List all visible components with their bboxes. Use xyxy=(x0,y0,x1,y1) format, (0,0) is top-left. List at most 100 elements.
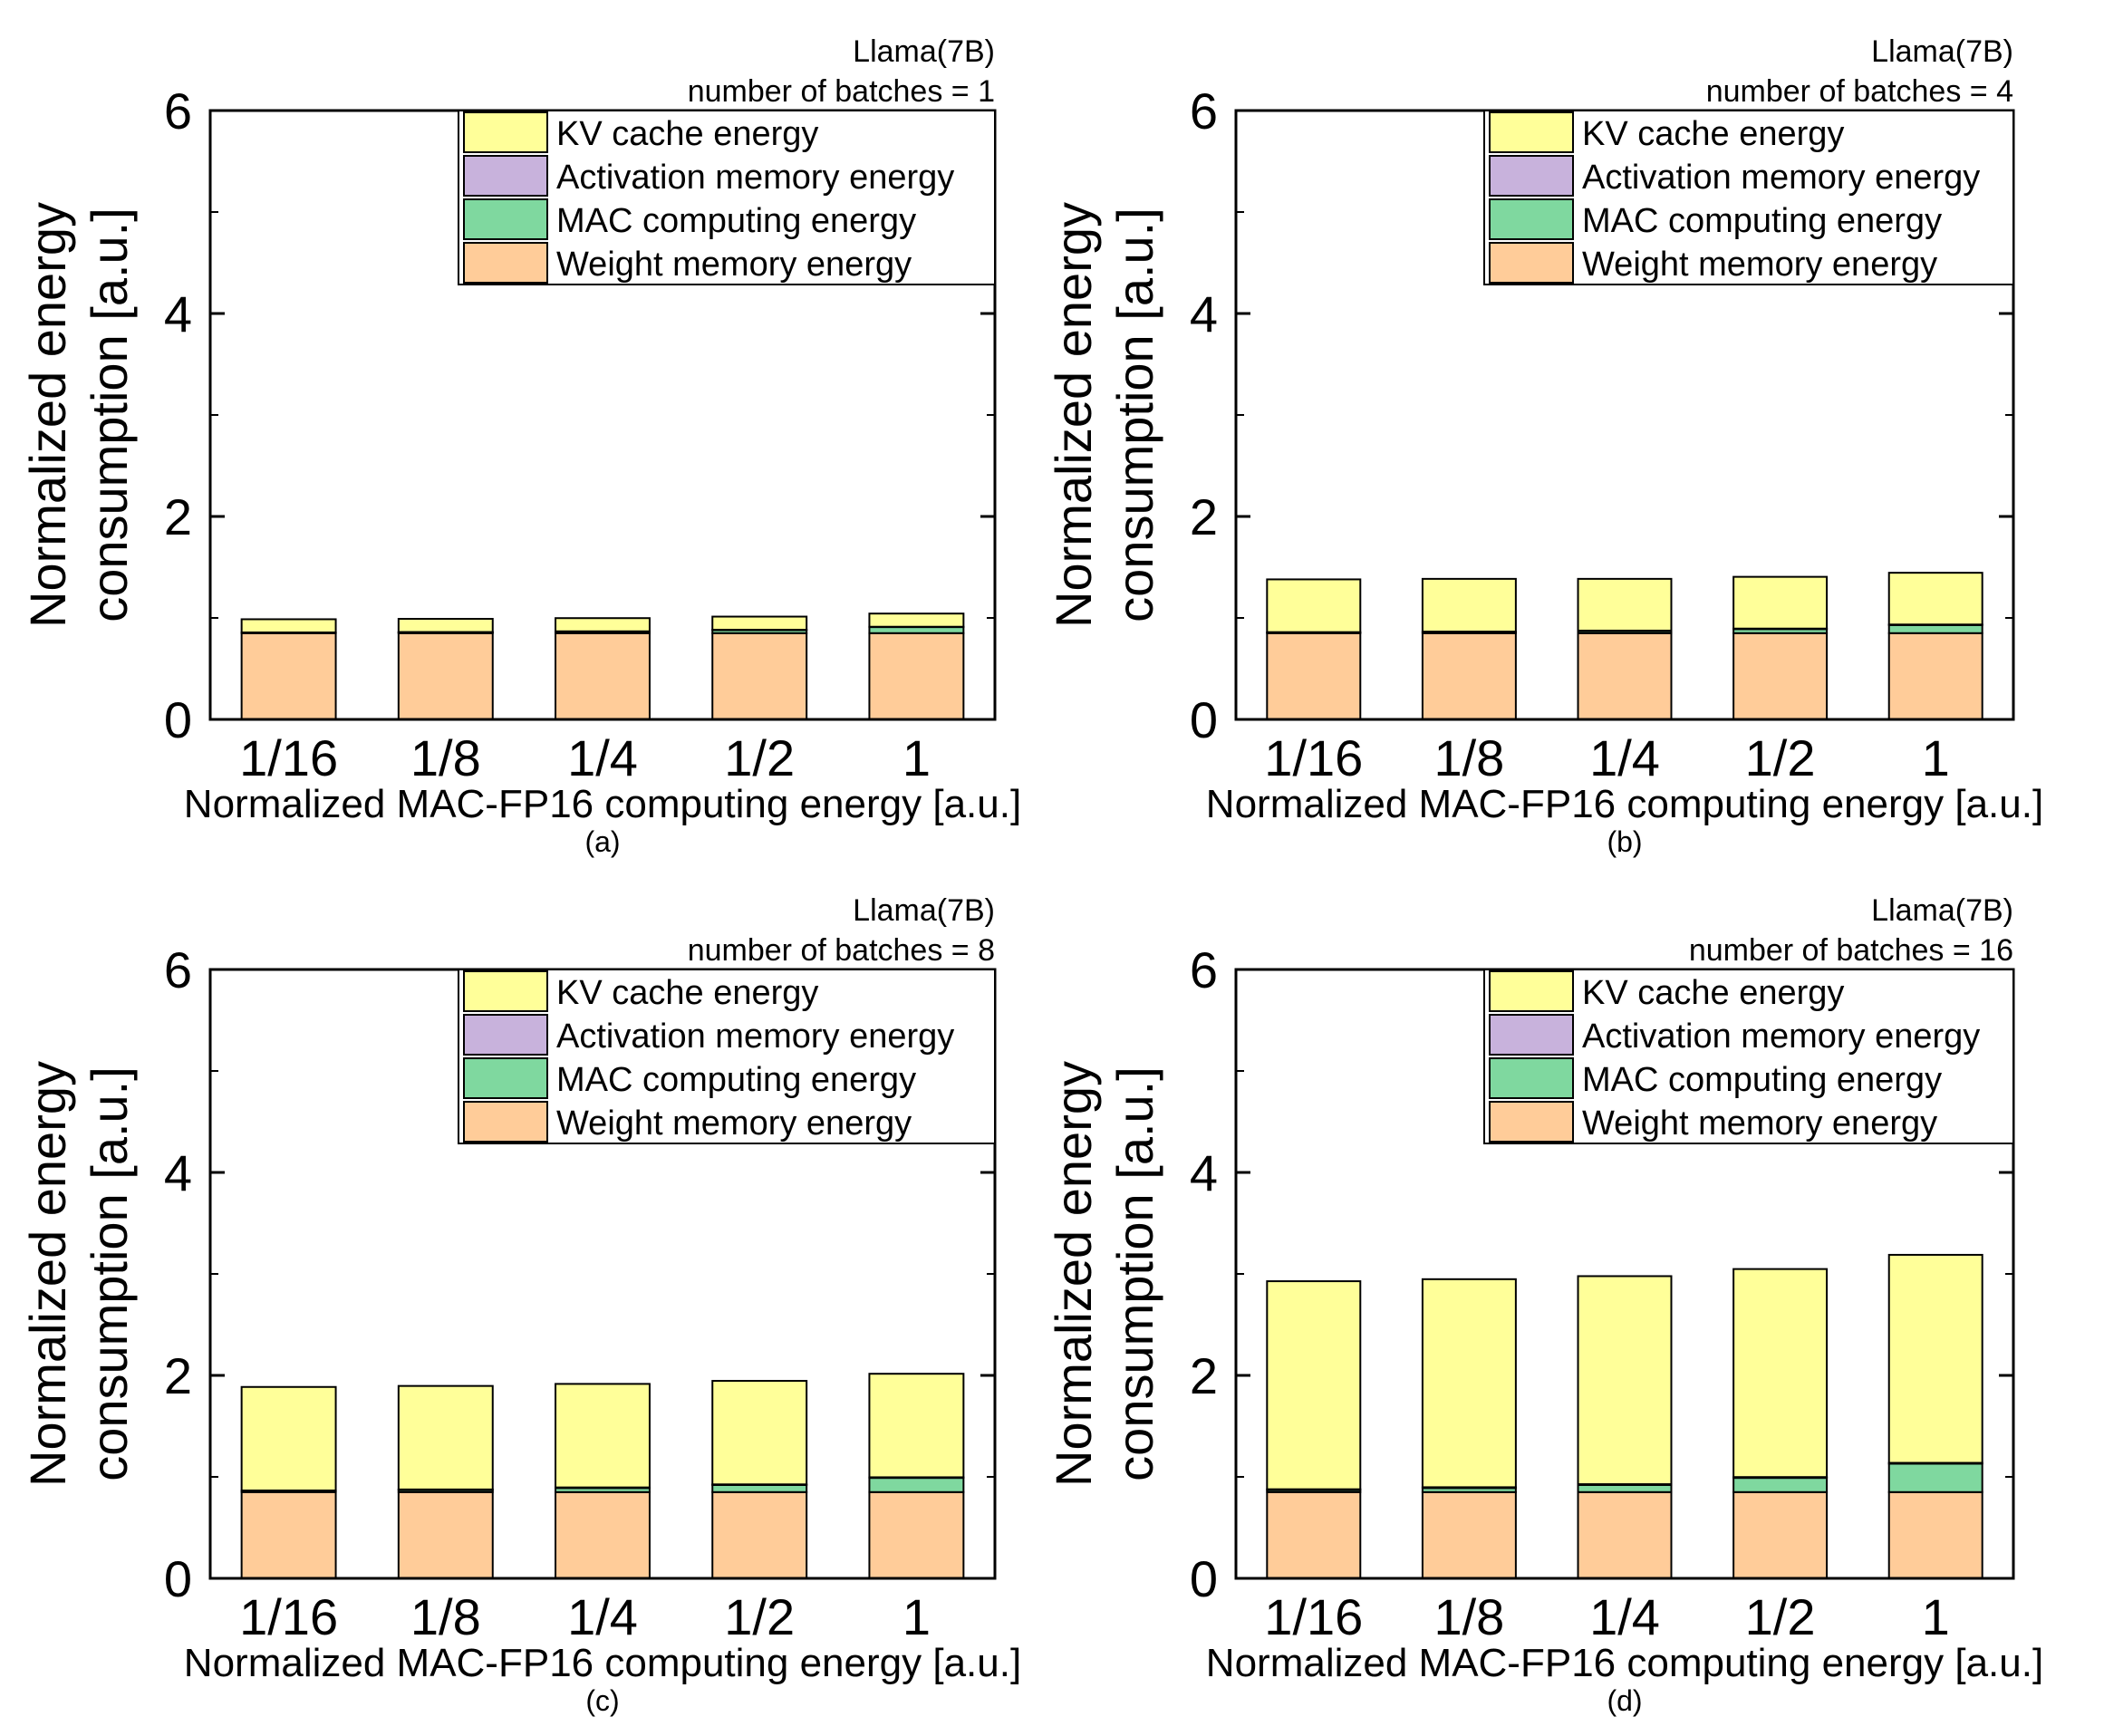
legend-label-1: Activation memory energy xyxy=(1582,159,1980,197)
legend-swatch-1 xyxy=(1489,1014,1574,1056)
legend-swatch-1 xyxy=(463,155,548,197)
legend-swatch-2 xyxy=(1489,1057,1574,1099)
legend-label-2: MAC computing energy xyxy=(556,1061,916,1099)
y-axis-label-line-1: Normalized energy xyxy=(19,202,76,628)
y-tick-label: 6 xyxy=(164,941,192,998)
x-tick-label-2: 1/4 xyxy=(567,729,638,786)
legend-swatch-0 xyxy=(1489,111,1574,153)
y-tick-label: 4 xyxy=(164,1144,192,1201)
legend-label-3: Weight memory energy xyxy=(556,246,912,284)
panel-caption: (c) xyxy=(585,1684,619,1717)
y-tick-label: 0 xyxy=(164,1550,192,1607)
legend-swatch-2 xyxy=(463,1057,548,1099)
batch-annotation: number of batches = 1 xyxy=(688,74,995,109)
y-tick-label: 0 xyxy=(1190,1550,1218,1607)
bar-segment-3-0 xyxy=(1266,578,1362,633)
y-axis-label-line-1: Normalized energy xyxy=(1045,1061,1102,1487)
y-axis-label-line-2: consumption [a.u.] xyxy=(1106,1066,1163,1481)
bar-segment-3-3 xyxy=(711,1380,808,1486)
y-axis-label-line-1: Normalized energy xyxy=(19,1061,76,1487)
x-axis-label: Normalized MAC-FP16 computing energy [a.… xyxy=(184,782,1021,826)
bar-segment-3-4 xyxy=(868,612,965,628)
y-tick-label: 6 xyxy=(1190,941,1218,998)
x-axis-label: Normalized MAC-FP16 computing energy [a.… xyxy=(1206,782,2043,826)
bar-segment-1-4 xyxy=(868,1477,965,1493)
y-axis-label-line-2: consumption [a.u.] xyxy=(1106,207,1163,622)
bar-segment-3-2 xyxy=(555,617,651,632)
x-tick-label-2: 1/4 xyxy=(1589,1588,1660,1645)
bar-segment-0-2 xyxy=(1577,1490,1673,1580)
bar-segment-0-0 xyxy=(1266,632,1362,720)
bar-segment-0-4 xyxy=(1887,1490,1983,1580)
bar-segment-3-4 xyxy=(868,1373,965,1479)
legend-label-0: KV cache energy xyxy=(1582,115,1844,153)
panel-caption: (a) xyxy=(584,825,620,858)
bar-segment-3-3 xyxy=(1732,1268,1829,1479)
legend-swatch-1 xyxy=(1489,155,1574,197)
bar-segment-3-2 xyxy=(555,1383,651,1489)
bar-segment-1-3 xyxy=(1732,1477,1829,1493)
bar-segment-0-1 xyxy=(397,1490,494,1580)
bar-segment-0-4 xyxy=(868,1490,965,1580)
legend-label-3: Weight memory energy xyxy=(556,1104,912,1143)
x-tick-label-3: 1/2 xyxy=(1745,729,1816,786)
legend-label-1: Activation memory energy xyxy=(556,1017,954,1056)
bar-segment-0-3 xyxy=(1732,632,1829,720)
bar-segment-3-0 xyxy=(1266,1280,1362,1490)
legend-label-0: KV cache energy xyxy=(1582,974,1844,1012)
bar-segment-3-3 xyxy=(1732,575,1829,630)
legend-swatch-0 xyxy=(463,111,548,153)
bar-segment-3-4 xyxy=(1887,1253,1983,1464)
x-tick-label-0: 1/16 xyxy=(239,1588,338,1645)
x-tick-label-3: 1/2 xyxy=(1745,1588,1816,1645)
x-tick-label-1: 1/8 xyxy=(1433,1588,1504,1645)
x-tick-label-0: 1/16 xyxy=(1264,729,1363,786)
bar-segment-1-4 xyxy=(868,626,965,634)
legend-label-3: Weight memory energy xyxy=(1582,1104,1937,1143)
bar-segment-3-0 xyxy=(240,1385,337,1492)
bar-segment-0-0 xyxy=(240,1490,337,1580)
bar-segment-0-1 xyxy=(1421,632,1517,720)
x-tick-label-4: 1 xyxy=(902,1588,931,1645)
legend-swatch-0 xyxy=(1489,970,1574,1012)
legend-swatch-3 xyxy=(1489,242,1574,284)
y-axis-label-line-1: Normalized energy xyxy=(1045,202,1102,628)
y-tick-label: 4 xyxy=(1190,1144,1218,1201)
y-axis-label-line-2: consumption [a.u.] xyxy=(81,207,138,622)
bar-segment-3-4 xyxy=(1887,572,1983,626)
legend-label-2: MAC computing energy xyxy=(556,202,916,240)
bar-segment-3-1 xyxy=(1421,577,1517,633)
batch-annotation: number of batches = 16 xyxy=(1689,933,2013,968)
legend-swatch-1 xyxy=(463,1014,548,1056)
bar-segment-1-2 xyxy=(1577,1483,1673,1493)
model-annotation: Llama(7B) xyxy=(853,893,995,928)
x-tick-label-4: 1 xyxy=(1922,729,1950,786)
legend-label-2: MAC computing energy xyxy=(1582,1061,1942,1099)
legend-label-1: Activation memory energy xyxy=(556,159,954,197)
batch-annotation: number of batches = 4 xyxy=(1706,74,2013,109)
y-tick-label: 4 xyxy=(164,285,192,342)
bar-segment-1-4 xyxy=(1887,623,1983,634)
x-tick-label-3: 1/2 xyxy=(724,729,795,786)
y-tick-label: 2 xyxy=(1190,488,1218,545)
x-tick-label-1: 1/8 xyxy=(410,729,481,786)
legend-label-0: KV cache energy xyxy=(556,115,818,153)
bar-segment-3-2 xyxy=(1577,1275,1673,1486)
model-annotation: Llama(7B) xyxy=(853,34,995,69)
bar-segment-3-3 xyxy=(711,615,808,632)
panel-caption: (d) xyxy=(1607,1684,1642,1717)
bar-segment-3-1 xyxy=(397,1384,494,1490)
x-axis-label: Normalized MAC-FP16 computing energy [a.… xyxy=(184,1641,1021,1685)
model-annotation: Llama(7B) xyxy=(1871,34,2013,69)
x-tick-label-4: 1 xyxy=(1922,1588,1950,1645)
batch-annotation: number of batches = 8 xyxy=(688,933,995,968)
legend-swatch-2 xyxy=(1489,198,1574,240)
bar-segment-0-1 xyxy=(397,632,494,720)
legend-swatch-0 xyxy=(463,970,548,1012)
bar-segment-0-3 xyxy=(711,632,808,720)
x-tick-label-2: 1/4 xyxy=(1589,729,1660,786)
